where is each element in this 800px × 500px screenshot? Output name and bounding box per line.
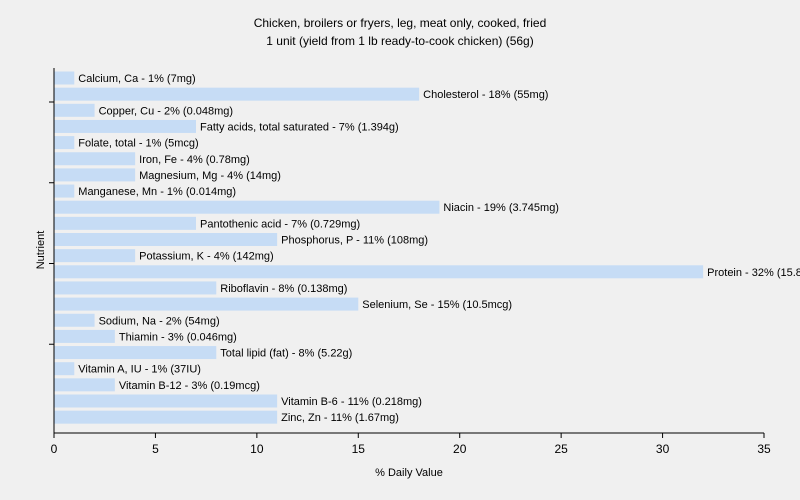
bar	[54, 184, 75, 198]
x-axis: 0 5 10 15 20 25 30 35	[51, 433, 771, 456]
bar-label: Vitamin B-12 - 3% (0.19mcg)	[119, 380, 260, 392]
bar	[54, 346, 217, 360]
bar-label: Magnesium, Mg - 4% (14mg)	[139, 170, 281, 182]
bar	[54, 378, 115, 392]
x-tick-label: 30	[656, 442, 670, 456]
bar-label: Vitamin B-6 - 11% (0.218mg)	[281, 396, 422, 408]
bar	[54, 168, 136, 182]
x-tick-label: 35	[757, 442, 771, 456]
bar-label: Cholesterol - 18% (55mg)	[423, 89, 548, 101]
bar	[54, 249, 136, 263]
bar	[54, 152, 136, 166]
bar-label: Potassium, K - 4% (142mg)	[139, 251, 274, 263]
x-tick-label: 25	[554, 442, 568, 456]
bar	[54, 362, 75, 376]
x-tick-label: 0	[51, 442, 58, 456]
bar-label: Total lipid (fat) - 8% (5.22g)	[220, 348, 352, 360]
bar	[54, 103, 95, 117]
bar-label: Copper, Cu - 2% (0.048mg)	[99, 105, 234, 117]
bar	[54, 394, 278, 408]
bar-label: Iron, Fe - 4% (0.78mg)	[139, 154, 250, 166]
bar	[54, 216, 196, 230]
bar	[54, 87, 420, 101]
bar-label: Niacin - 19% (3.745mg)	[443, 202, 559, 214]
bar	[54, 265, 704, 279]
y-axis-ticks	[49, 101, 54, 345]
x-tick-label: 10	[250, 442, 264, 456]
plot-area: Calcium, Ca - 1% (7mg) Cholesterol - 18% …	[54, 71, 800, 424]
bar	[54, 329, 115, 343]
bar	[54, 71, 75, 85]
bar-label: Calcium, Ca - 1% (7mg)	[78, 73, 195, 85]
bar	[54, 119, 196, 133]
bar	[54, 233, 278, 246]
bar-label: Vitamin A, IU - 1% (37IU)	[78, 364, 201, 376]
x-axis-title: % Daily Value	[375, 467, 443, 479]
bar	[54, 297, 359, 311]
bar	[54, 313, 95, 327]
bar-label: Pantothenic acid - 7% (0.729mg)	[200, 218, 360, 230]
x-tick-label: 15	[352, 442, 366, 456]
chart-title: Chicken, broilers or fryers, leg, meat o…	[254, 16, 547, 30]
bar	[54, 136, 75, 150]
bar-label: Manganese, Mn - 1% (0.014mg)	[78, 186, 236, 198]
bar-label: Selenium, Se - 15% (10.5mcg)	[362, 299, 512, 311]
bar	[54, 200, 440, 214]
bar-label: Sodium, Na - 2% (54mg)	[99, 315, 220, 327]
x-tick-label: 5	[152, 442, 159, 456]
y-axis-title: Nutrient	[35, 231, 47, 270]
bar-label: Fatty acids, total saturated - 7% (1.394…	[200, 121, 399, 133]
x-tick-label: 20	[453, 442, 467, 456]
bar-label: Folate, total - 1% (5mcg)	[78, 138, 198, 150]
bar-label: Thiamin - 3% (0.046mg)	[119, 331, 237, 343]
bar-label: Riboflavin - 8% (0.138mg)	[220, 283, 347, 295]
bar-label: Protein - 32% (15.89g)	[707, 267, 800, 279]
bar-label: Phosphorus, P - 11% (108mg)	[281, 235, 428, 247]
chart-subtitle: 1 unit (yield from 1 lb ready-to-cook ch…	[266, 34, 533, 48]
bar-label: Zinc, Zn - 11% (1.67mg)	[281, 412, 399, 424]
bar	[54, 281, 217, 295]
bar	[54, 410, 278, 424]
